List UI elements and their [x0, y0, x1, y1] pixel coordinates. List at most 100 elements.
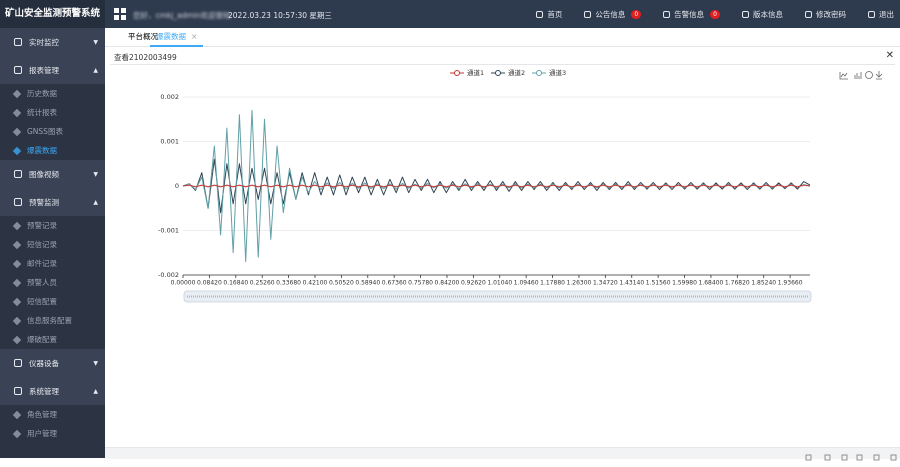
menu-icon	[805, 10, 812, 18]
sidebar-item[interactable]: 角色管理	[0, 405, 105, 424]
panel-title: 查看2102003499	[114, 53, 177, 62]
item-icon	[12, 335, 22, 344]
x-tick-label: 0.50520	[329, 280, 354, 287]
tab-active[interactable]: 爆震数据 ×	[150, 28, 204, 47]
x-tick-label: 1.51560	[646, 280, 671, 287]
top-bar: 矿山安全监测预警系统 您好，cmkj_admin欢迎登陆 2022.03.23 …	[0, 0, 900, 28]
item-label: GNSS图表	[27, 127, 63, 136]
menu-toggle[interactable]	[114, 8, 126, 20]
item-icon	[12, 146, 22, 155]
item-icon	[12, 278, 22, 287]
sidebar-item[interactable]: 爆破配置	[0, 330, 105, 349]
section-arrow: ▼	[93, 359, 98, 367]
x-tick-label: 0.92620	[461, 280, 486, 287]
x-tick-label: 0.42100	[303, 280, 328, 287]
y-tick-label: -0.001	[158, 227, 179, 235]
item-icon	[12, 240, 22, 249]
sidebar-item[interactable]: GNSS图表	[0, 122, 105, 141]
sidebar-section[interactable]: 系统管理 ▲	[0, 377, 105, 405]
sidebar-item[interactable]: 短信配置	[0, 292, 105, 311]
x-tick-label: 1.09460	[514, 280, 539, 287]
x-tick-label: 1.85240	[751, 280, 776, 287]
panel-close[interactable]: ✕	[885, 50, 894, 61]
menu-item[interactable]: 首页	[536, 9, 562, 20]
section-label: 仪器设备	[29, 358, 59, 368]
item-icon	[12, 108, 22, 117]
sidebar-section[interactable]: 报表管理 ▲	[0, 56, 105, 84]
item-label: 用户管理	[27, 429, 57, 438]
item-label: 信息服务配置	[27, 316, 72, 325]
x-tick-label: 1.01040	[487, 280, 512, 287]
x-tick-label: 0.08420	[197, 280, 222, 287]
legend-label: 通道3	[549, 68, 566, 77]
menu-icon	[868, 10, 875, 18]
sidebar-item[interactable]: 信息服务配置	[0, 311, 105, 330]
sidebar-item[interactable]: 历史数据	[0, 84, 105, 103]
sidebar-item[interactable]: 邮件记录	[0, 254, 105, 273]
sidebar-item[interactable]: 统计报表	[0, 103, 105, 122]
x-tick-label: 0.75780	[408, 280, 433, 287]
sidebar-section[interactable]: 图像视频 ▼	[0, 160, 105, 188]
menu-item[interactable]: 退出	[868, 9, 894, 20]
section-label: 系统管理	[29, 386, 59, 396]
menu-label: 公告信息	[595, 9, 626, 19]
legend-marker	[536, 70, 542, 76]
sidebar-item[interactable]: 短信记录	[0, 235, 105, 254]
y-tick-label: 0	[175, 182, 179, 190]
legend-marker	[495, 70, 501, 76]
menu-item[interactable]: 修改密码	[805, 9, 846, 20]
menu-item[interactable]: 告警信息 0	[663, 9, 720, 20]
greeting: 您好，cmkj_admin欢迎登陆	[133, 11, 231, 20]
item-icon	[12, 221, 22, 230]
section-icon	[14, 198, 22, 206]
item-label: 爆破配置	[27, 335, 57, 344]
menu-label: 告警信息	[674, 9, 705, 19]
item-icon	[12, 259, 22, 268]
section-label: 图像视频	[29, 169, 59, 179]
x-tick-label: 1.34720	[593, 280, 618, 287]
menu-item[interactable]: 公告信息 0	[584, 9, 642, 20]
item-icon	[12, 297, 22, 306]
sidebar-item[interactable]: 预警记录	[0, 216, 105, 235]
section-icon	[14, 359, 22, 367]
x-tick-label: 1.26300	[567, 280, 592, 287]
x-tick-label: 0.16840	[223, 280, 248, 287]
section-icon	[14, 387, 22, 395]
item-icon	[12, 89, 22, 98]
section-arrow: ▲	[93, 387, 98, 395]
sidebar-item[interactable]: 预警人员	[0, 273, 105, 292]
menu-icon	[584, 10, 592, 18]
x-tick-label: 1.76820	[725, 280, 750, 287]
x-tick-label: 0.58940	[355, 280, 380, 287]
chart-toolbox[interactable]	[839, 71, 883, 80]
sidebar-section[interactable]: 预警监测 ▲	[0, 188, 105, 216]
section-icon	[14, 38, 22, 46]
menu-label: 首页	[547, 9, 563, 19]
item-label: 短信记录	[27, 240, 57, 249]
series-line	[182, 184, 811, 188]
y-tick-label: -0.002	[158, 271, 179, 279]
y-tick-label: 0.001	[160, 138, 179, 146]
tab-bar: 平台概况 爆震数据 ×	[105, 28, 900, 47]
x-tick-label: 1.43140	[619, 280, 644, 287]
menu-item[interactable]: 版本信息	[742, 9, 783, 20]
item-label: 历史数据	[27, 89, 57, 98]
menu-label: 版本信息	[753, 9, 783, 19]
x-tick-label: 1.68400	[699, 280, 724, 287]
tab[interactable]: 平台概况	[128, 32, 158, 41]
item-icon	[12, 316, 22, 325]
section-label: 实时监控	[29, 37, 59, 47]
item-label: 预警人员	[27, 278, 57, 287]
x-tick-label: 1.93660	[778, 280, 803, 287]
section-arrow: ▲	[93, 66, 98, 74]
sidebar-item[interactable]: 爆震数据	[0, 141, 105, 160]
tab-close[interactable]: ×	[191, 32, 198, 41]
section-arrow: ▼	[93, 170, 98, 178]
tab-label: 爆震数据	[156, 32, 186, 41]
sidebar-section[interactable]: 实时监控 ▼	[0, 28, 105, 56]
sidebar-section[interactable]: 仪器设备 ▼	[0, 349, 105, 377]
item-label: 统计报表	[27, 108, 57, 117]
menu-icon	[536, 10, 544, 18]
item-label: 爆震数据	[27, 146, 57, 155]
sidebar-item[interactable]: 用户管理	[0, 424, 105, 443]
